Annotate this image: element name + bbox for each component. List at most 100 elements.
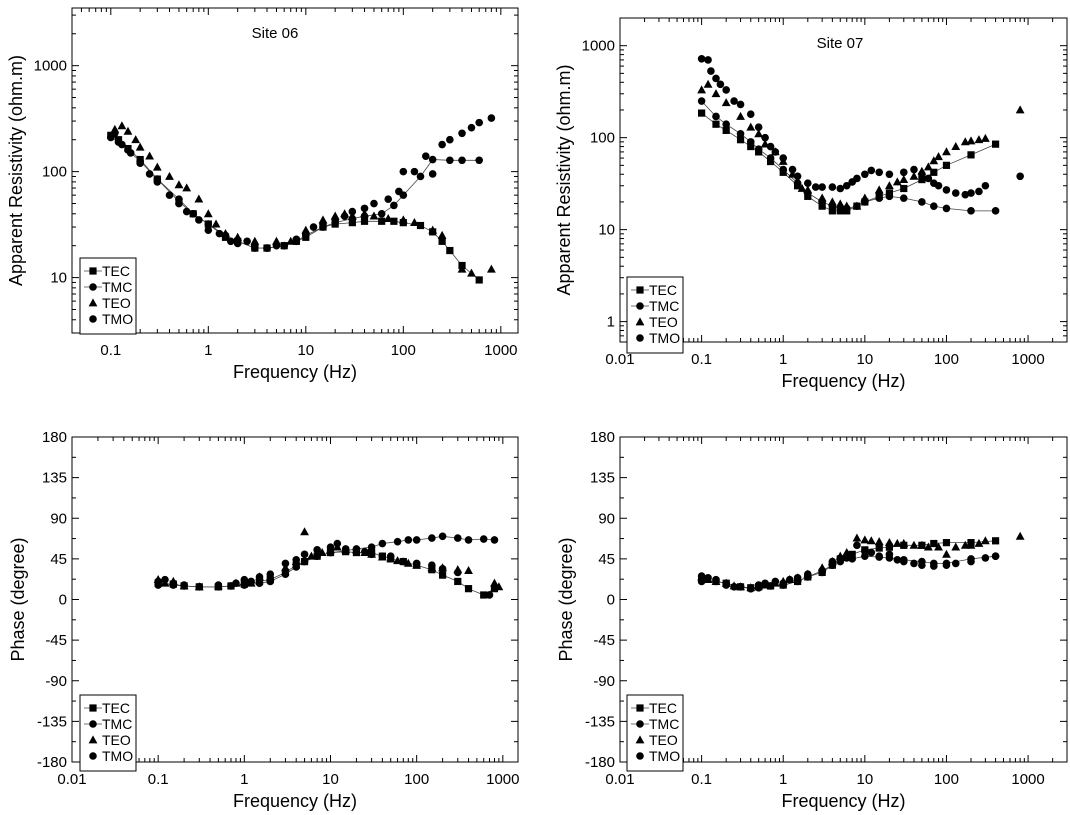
data-point-tmc: [967, 207, 975, 215]
y-tick-label: -90: [593, 673, 615, 690]
y-tick-label: 0: [59, 592, 67, 609]
x-axis-label: Frequency (Hz): [781, 371, 905, 391]
data-point-tmo: [818, 568, 826, 577]
data-point-tmo: [281, 559, 290, 568]
data-point-tmo: [746, 584, 755, 593]
data-point-tmo: [175, 199, 183, 208]
data-point-tec: [885, 543, 894, 551]
data-point-teo: [899, 538, 909, 547]
x-tick-label: 100: [934, 351, 959, 368]
data-point-tmo: [1016, 172, 1024, 181]
data-point-tmo: [215, 229, 224, 238]
data-point-tec: [828, 207, 836, 215]
data-point-tmo: [867, 548, 876, 557]
data-point-tmo: [730, 583, 738, 591]
data-point-tec: [475, 276, 483, 284]
data-point-teo: [951, 141, 961, 150]
x-tick-label: 1: [779, 351, 787, 368]
data-point-tmo: [263, 244, 271, 252]
series-tmo: [697, 55, 1024, 199]
x-tick-label: 10: [856, 771, 873, 788]
data-point-tmo: [111, 129, 119, 138]
data-point-tec: [848, 550, 856, 558]
data-point-tmo: [875, 168, 884, 177]
data-point-tmo: [386, 552, 395, 560]
data-point-tmo: [930, 562, 938, 570]
data-point-tmo: [934, 181, 943, 190]
data-point-teo: [797, 183, 807, 192]
data-point-teo: [152, 162, 162, 171]
data-point-tmo: [704, 56, 712, 64]
legend-marker-tmc: [89, 283, 97, 291]
data-point-teo: [885, 538, 894, 547]
legend-marker-tmc: [636, 720, 644, 728]
data-point-teo: [145, 151, 155, 160]
data-point-tec: [967, 151, 975, 159]
data-point-tmc: [393, 537, 402, 546]
data-point-tmo: [272, 241, 281, 250]
data-point-tmo: [182, 207, 191, 216]
data-point-tmo: [788, 165, 797, 174]
data-point-tmc: [712, 112, 720, 121]
data-point-teo: [885, 181, 894, 190]
data-point-teo: [746, 122, 756, 131]
x-tick-label: 1: [240, 771, 248, 788]
legend-marker-teo: [88, 298, 98, 307]
x-tick-label: 0.1: [691, 351, 712, 368]
legend-label: TEC: [649, 282, 677, 298]
data-point-teo: [909, 171, 919, 180]
x-axis-label: Frequency (Hz): [233, 791, 357, 811]
data-point-tmo: [910, 165, 918, 174]
data-point-teo: [892, 538, 902, 547]
data-point-tmo: [428, 170, 437, 178]
series-tmc: [697, 97, 1000, 215]
data-point-tmc: [255, 579, 264, 588]
data-point-tmo: [313, 546, 321, 554]
data-point-teo: [852, 201, 862, 210]
data-point-tmo: [378, 552, 387, 560]
data-point-tmc: [292, 563, 301, 571]
data-point-teo: [1015, 105, 1025, 114]
series-line: [701, 100, 996, 212]
data-point-tmc: [490, 536, 499, 544]
data-point-tec: [747, 142, 755, 151]
y-axis-label: Phase (degree): [8, 537, 28, 661]
data-point-tmc: [766, 154, 775, 162]
data-point-tmc: [918, 198, 926, 206]
y-tick-label: 1: [607, 314, 615, 331]
data-point-tec: [480, 591, 488, 599]
data-point-tmo: [828, 557, 837, 566]
data-point-teo: [866, 536, 876, 545]
data-point-tmo: [485, 591, 494, 599]
data-point-teo: [369, 211, 379, 220]
data-point-teo: [934, 542, 943, 551]
data-point-tmo: [697, 572, 706, 580]
data-point-teo: [398, 215, 408, 224]
data-point-teo: [467, 268, 476, 277]
data-point-tmc: [204, 220, 213, 228]
data-point-teo: [360, 209, 369, 218]
x-tick-label: 1000: [484, 342, 517, 359]
data-point-tmo: [232, 579, 240, 588]
data-point-tmo: [169, 579, 178, 588]
data-point-tmo: [893, 555, 902, 564]
y-tick-label: 100: [590, 130, 615, 147]
data-point-teo: [437, 230, 447, 239]
data-point-tmo: [428, 561, 436, 569]
data-point-tmc: [746, 138, 755, 146]
data-point-tmo: [981, 181, 990, 190]
y-tick-label: 1000: [582, 38, 615, 55]
data-point-teo: [817, 193, 827, 202]
data-point-tec: [900, 184, 908, 193]
series-teo: [110, 121, 496, 277]
legend-marker-teo: [635, 735, 645, 744]
data-point-tmo: [942, 561, 951, 569]
data-point-teo: [874, 537, 884, 546]
x-axis-label: Frequency (Hz): [781, 791, 905, 811]
legend-label: TMO: [649, 748, 680, 764]
data-point-tmc: [875, 194, 884, 202]
data-point-teo: [403, 558, 413, 567]
y-tick-label: 45: [50, 551, 67, 568]
data-point-tmo: [458, 129, 466, 138]
